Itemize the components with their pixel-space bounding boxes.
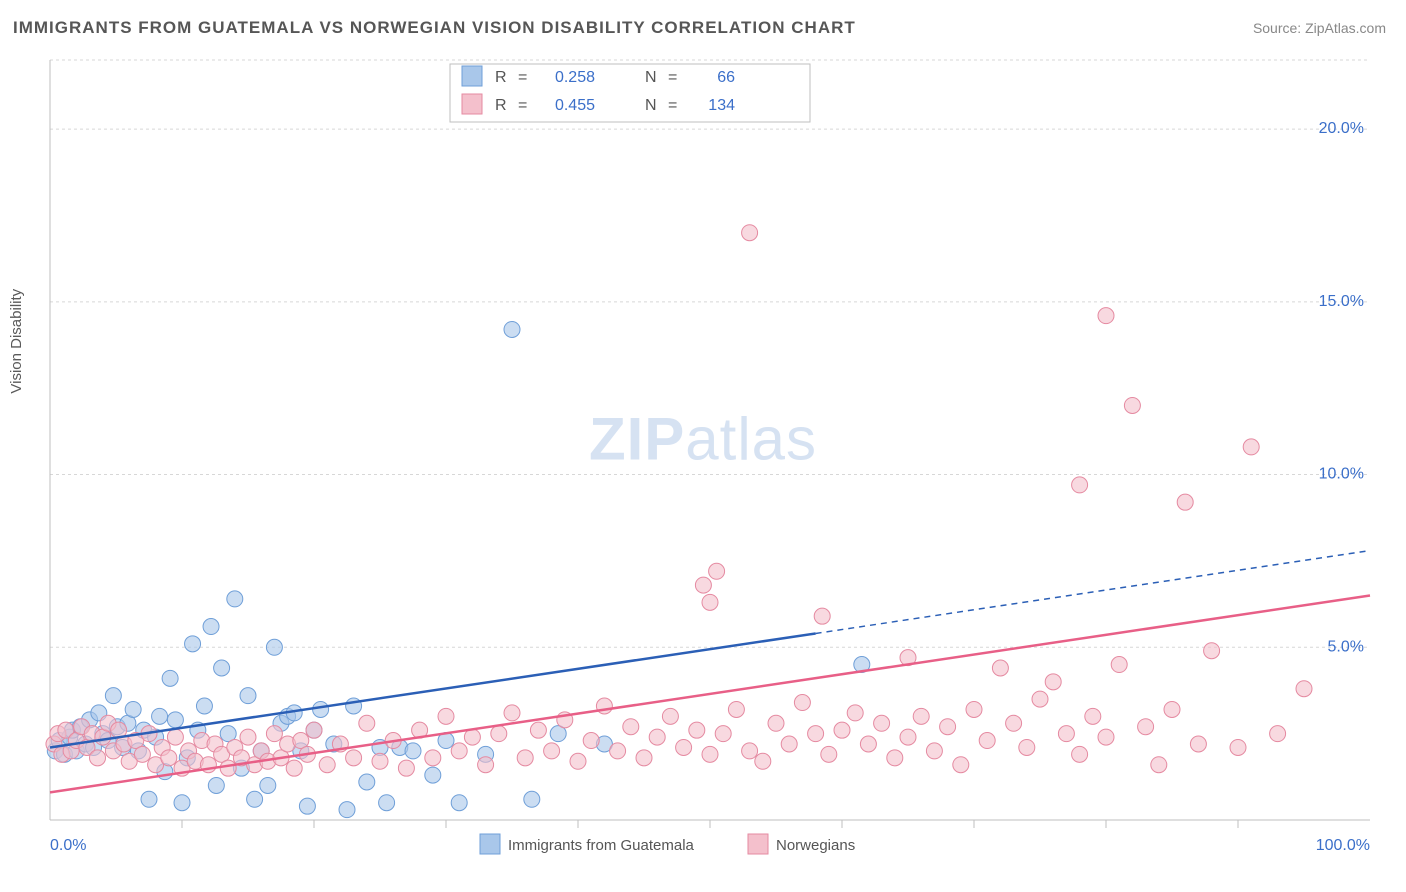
svg-text:100.0%: 100.0%	[1316, 837, 1370, 854]
gridlines	[50, 60, 1370, 647]
correlation-scatter-chart: 5.0% 10.0% 15.0% 20.0% 0.0% 100.0% R = 0.258 N =…	[0, 0, 1406, 892]
scatter-points	[46, 225, 1312, 818]
svg-text:0.0%: 0.0%	[50, 837, 86, 854]
svg-text:Norwegians: Norwegians	[776, 837, 855, 854]
svg-text:=: =	[668, 97, 677, 114]
svg-text:=: =	[668, 69, 677, 86]
svg-text:134: 134	[708, 97, 735, 114]
svg-text:66: 66	[717, 69, 735, 86]
svg-text:N: N	[645, 69, 657, 86]
series-legend: Immigrants from Guatemala Norwegians	[480, 834, 855, 854]
svg-text:10.0%: 10.0%	[1319, 466, 1364, 483]
svg-text:15.0%: 15.0%	[1319, 293, 1364, 310]
svg-text:R: R	[495, 97, 507, 114]
svg-text:=: =	[518, 69, 527, 86]
y-tick-labels: 5.0% 10.0% 15.0% 20.0%	[1319, 120, 1364, 655]
svg-text:=: =	[518, 97, 527, 114]
svg-text:20.0%: 20.0%	[1319, 120, 1364, 137]
stats-legend: R = 0.258 N = 66 R = 0.455 N = 134	[450, 64, 810, 122]
svg-text:0.455: 0.455	[555, 97, 595, 114]
x-tick-labels: 0.0% 100.0%	[50, 837, 1370, 854]
svg-text:5.0%: 5.0%	[1328, 638, 1364, 655]
svg-text:N: N	[645, 97, 657, 114]
svg-text:R: R	[495, 69, 507, 86]
svg-text:Immigrants from Guatemala: Immigrants from Guatemala	[508, 837, 695, 854]
svg-text:0.258: 0.258	[555, 69, 595, 86]
